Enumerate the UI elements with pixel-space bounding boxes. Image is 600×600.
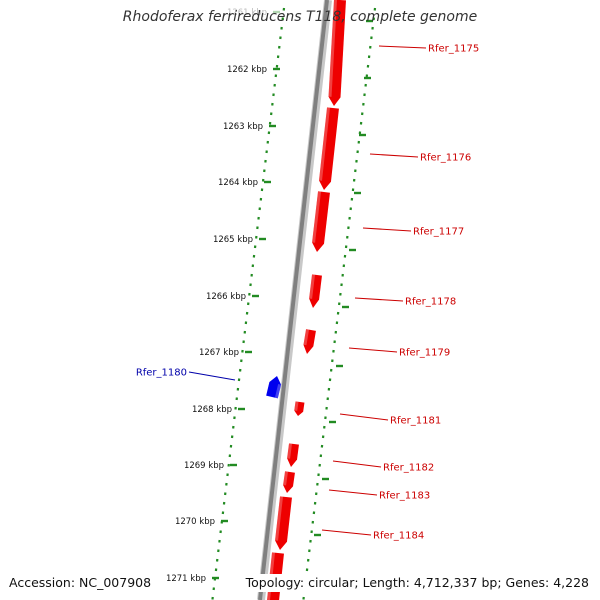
gene-arrow[interactable]	[319, 107, 339, 190]
ruler-label: 1271 kbp	[166, 574, 206, 584]
gene-arrow[interactable]	[294, 401, 305, 416]
ruler-tick: 1268 kbp	[192, 405, 336, 424]
gene-arrow[interactable]	[309, 274, 322, 308]
gene-label[interactable]: Rfer_1178	[354, 297, 456, 308]
gene-label[interactable]: Rfer_1181	[339, 413, 441, 427]
ruler-tick: 1266 kbp	[206, 292, 349, 309]
gene-label-text: Rfer_1181	[390, 416, 441, 427]
gene-label-text: Rfer_1184	[373, 531, 424, 542]
gene-label[interactable]: Rfer_1179	[348, 348, 450, 359]
gene-arrow[interactable]	[287, 443, 299, 467]
gene-label[interactable]: Rfer_1175	[378, 44, 479, 55]
ruler-tick: 1271 kbp	[166, 574, 219, 584]
gene-label[interactable]: Rfer_1176	[369, 153, 471, 164]
gene-arrow[interactable]	[283, 471, 295, 493]
backbone	[257, 0, 332, 600]
ruler-label: 1262 kbp	[227, 65, 267, 75]
ruler-label: 1266 kbp	[206, 292, 246, 302]
gene-label-text: Rfer_1178	[405, 297, 456, 308]
ruler-label: 1269 kbp	[184, 461, 224, 471]
gene-label[interactable]: Rfer_1183	[328, 489, 430, 502]
gene-arrow[interactable]	[303, 329, 316, 354]
accession-text: Accession: NC_007908	[6, 574, 155, 592]
gene-label-text: Rfer_1177	[413, 227, 464, 238]
gene-label[interactable]: Rfer_1180	[136, 368, 236, 381]
gene-label[interactable]: Rfer_1182	[332, 460, 434, 474]
ruler-tick: 1263 kbp	[223, 122, 366, 137]
ruler-label: 1265 kbp	[213, 235, 253, 245]
gene-label-text: Rfer_1182	[383, 463, 434, 474]
ruler-label: 1261 kbp	[227, 8, 267, 18]
gene-label-text: Rfer_1180	[136, 368, 187, 379]
gene-arrow[interactable]	[328, 0, 346, 106]
ruler-tick: 1270 kbp	[175, 517, 321, 537]
ruler-label: 1263 kbp	[223, 122, 263, 132]
summary-text: Topology: circular; Length: 4,712,337 bp…	[242, 574, 592, 592]
gene-label-text: Rfer_1183	[379, 491, 430, 502]
gene-arrow[interactable]	[266, 376, 282, 399]
ruler-label: 1264 kbp	[218, 178, 258, 188]
ruler-tick: 1265 kbp	[213, 235, 356, 252]
gene-arrow[interactable]	[275, 496, 292, 550]
gene-label-text: Rfer_1176	[420, 153, 471, 164]
gene-arrow[interactable]	[312, 191, 330, 252]
genome-backbone-line	[258, 0, 329, 600]
ruler-tick: 1261 kbp	[227, 8, 373, 23]
ruler-label: 1268 kbp	[192, 405, 232, 415]
gene-label-text: Rfer_1179	[399, 348, 450, 359]
ruler-label: 1267 kbp	[199, 348, 239, 358]
genes	[266, 0, 346, 600]
map-title: Rhodoferax ferrireducens T118, complete …	[122, 9, 478, 25]
ruler-labels: 1261 kbp 1262 kbp 1263 kbp 1264 kbp 1265 kbp…	[166, 8, 373, 584]
gene-label[interactable]: Rfer_1177	[362, 227, 464, 238]
ruler-tick: 1264 kbp	[218, 178, 361, 195]
gene-label[interactable]: Rfer_1184	[321, 529, 424, 542]
gene-label-text: Rfer_1175	[428, 44, 479, 55]
ruler-tick: 1269 kbp	[184, 461, 329, 481]
ruler-label: 1270 kbp	[175, 517, 215, 527]
gene-labels: Rfer_1175 Rfer_1176 Rfer_1177 Rfer_1178 Rfer…	[136, 44, 479, 542]
ruler-tick: 1262 kbp	[227, 65, 371, 80]
ruler-tick: 1267 kbp	[199, 348, 343, 368]
